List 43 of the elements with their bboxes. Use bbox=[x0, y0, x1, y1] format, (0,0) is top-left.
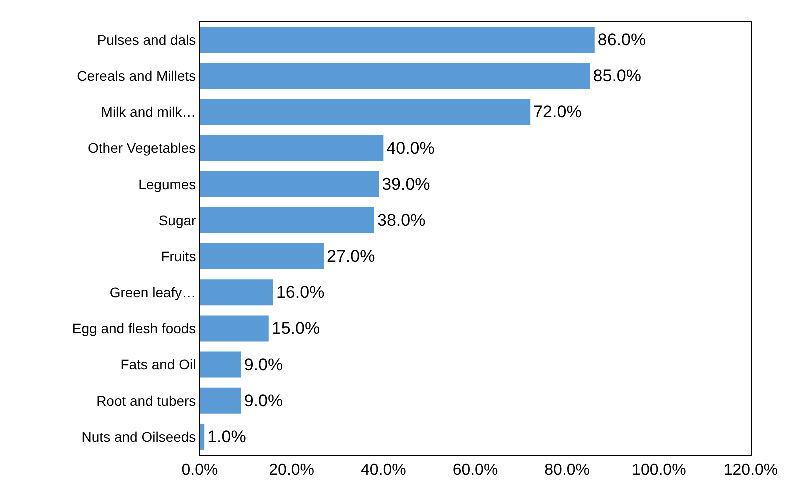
data-label: 27.0% bbox=[326, 247, 376, 266]
x-tick-label: 100.0% bbox=[632, 462, 686, 480]
x-tick-label: 0.0% bbox=[182, 462, 218, 480]
bar bbox=[200, 316, 269, 342]
data-label: 39.0% bbox=[382, 174, 430, 194]
bar bbox=[200, 280, 274, 306]
y-tick-label: Egg and flesh foods bbox=[72, 320, 196, 337]
bar bbox=[200, 244, 324, 270]
bar bbox=[200, 388, 242, 414]
x-tick-label: 40.0% bbox=[360, 462, 406, 480]
bar bbox=[200, 135, 384, 162]
y-tick-label: Fruits bbox=[161, 248, 196, 264]
bar bbox=[200, 27, 595, 54]
y-tick-label: Milk and milk… bbox=[101, 104, 196, 120]
bar bbox=[200, 352, 242, 378]
bar bbox=[200, 207, 374, 234]
bar bbox=[200, 171, 380, 198]
bar bbox=[200, 424, 205, 450]
y-tick-label: Pulses and dals bbox=[97, 32, 196, 48]
y-tick-label: Fats and Oil bbox=[120, 356, 196, 373]
x-tick-label: 20.0% bbox=[269, 462, 315, 480]
y-tick-label: Legumes bbox=[138, 176, 196, 192]
bar bbox=[200, 99, 531, 126]
bar bbox=[200, 63, 590, 90]
y-tick-label: Sugar bbox=[158, 212, 197, 228]
y-tick-label: Green leafy… bbox=[110, 284, 196, 301]
data-label: 72.0% bbox=[534, 102, 582, 122]
data-label: 15.0% bbox=[272, 319, 320, 338]
y-tick-label: Other Vegetables bbox=[88, 140, 196, 156]
y-tick-label: Root and tubers bbox=[96, 392, 196, 409]
x-tick-label: 120.0% bbox=[724, 462, 778, 480]
data-label: 38.0% bbox=[377, 210, 426, 230]
y-tick-label: Nuts and Oilseeds bbox=[82, 428, 196, 445]
x-tick-label: 80.0% bbox=[544, 462, 590, 480]
data-label: 1.0% bbox=[208, 427, 246, 446]
data-label: 85.0% bbox=[593, 66, 642, 86]
data-label: 16.0% bbox=[276, 283, 325, 302]
x-tick-label: 60.0% bbox=[452, 462, 498, 480]
data-label: 9.0% bbox=[244, 391, 284, 410]
data-label: 9.0% bbox=[244, 355, 284, 374]
data-label: 40.0% bbox=[386, 138, 435, 158]
y-tick-label: Cereals and Millets bbox=[77, 68, 196, 84]
data-label: 86.0% bbox=[598, 30, 646, 50]
